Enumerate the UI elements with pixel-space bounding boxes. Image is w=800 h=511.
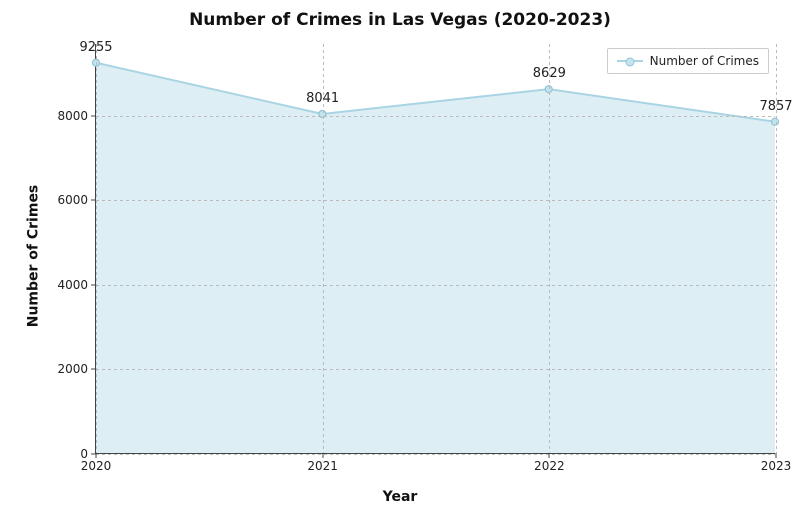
y-axis-label: Number of Crimes xyxy=(26,184,42,327)
grid-line-y xyxy=(96,285,775,286)
legend: Number of Crimes xyxy=(607,48,769,74)
grid-line-x xyxy=(96,44,97,453)
plot-area: 0200040006000800020202021202220239255804… xyxy=(95,44,775,454)
grid-line-y xyxy=(96,369,775,370)
data-label: 9255 xyxy=(79,40,112,55)
legend-marker-icon xyxy=(625,58,634,67)
plot-svg xyxy=(96,44,775,453)
grid-line-y xyxy=(96,200,775,201)
x-axis-label: Year xyxy=(0,489,800,505)
y-tick-label: 8000 xyxy=(57,109,96,123)
x-tick-label: 2022 xyxy=(534,453,565,473)
x-tick-label: 2021 xyxy=(307,453,338,473)
x-tick-label: 2020 xyxy=(81,453,112,473)
grid-line-y xyxy=(96,116,775,117)
chart-container: Number of Crimes in Las Vegas (2020-2023… xyxy=(0,0,800,511)
y-tick-label: 2000 xyxy=(57,362,96,376)
x-tick-label: 2023 xyxy=(761,453,792,473)
data-label: 8041 xyxy=(306,91,339,106)
chart-title: Number of Crimes in Las Vegas (2020-2023… xyxy=(0,10,800,30)
data-marker xyxy=(772,118,779,125)
data-label: 7857 xyxy=(759,99,792,114)
y-tick-label: 6000 xyxy=(57,193,96,207)
legend-line-icon xyxy=(617,60,643,62)
legend-label: Number of Crimes xyxy=(650,54,759,68)
area-fill xyxy=(96,63,775,453)
grid-line-x xyxy=(549,44,550,453)
grid-line-y xyxy=(96,454,775,455)
y-tick-label: 4000 xyxy=(57,278,96,292)
data-label: 8629 xyxy=(533,66,566,81)
